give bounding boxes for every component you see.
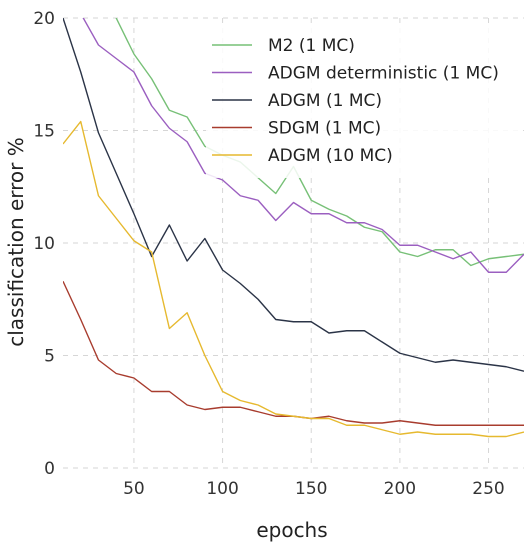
- x-tick-label-3: 200: [384, 479, 416, 499]
- x-axis-label: epochs: [256, 518, 327, 542]
- x-tick-labels: 50 100 150 200 250: [123, 479, 505, 499]
- legend-label-4: ADGM (10 MC): [268, 146, 393, 166]
- y-tick-label-4: 20: [33, 9, 55, 29]
- y-tick-label-3: 15: [33, 122, 55, 142]
- x-tick-label-2: 150: [295, 479, 327, 499]
- series-line-2: [63, 18, 524, 372]
- x-tick-label-1: 100: [206, 479, 238, 499]
- legend-label-0: M2 (1 MC): [268, 36, 355, 56]
- x-tick-label-0: 50: [123, 479, 145, 499]
- y-tick-label-1: 5: [44, 347, 55, 367]
- y-tick-labels: 0 5 10 15 20: [33, 9, 55, 479]
- y-axis-label: classification error %: [4, 137, 28, 347]
- legend-label-3: SDGM (1 MC): [268, 119, 381, 139]
- legend: M2 (1 MC) ADGM deterministic (1 MC) ADGM (…: [206, 28, 518, 178]
- y-tick-label-0: 0: [44, 459, 55, 479]
- series-line-1: [82, 18, 524, 273]
- series-line-4: [63, 120, 524, 438]
- legend-label-2: ADGM (1 MC): [268, 91, 382, 111]
- series-line-3: [63, 280, 524, 426]
- legend-background: [206, 28, 518, 178]
- x-tick-label-4: 250: [472, 479, 504, 499]
- y-tick-label-2: 10: [33, 234, 55, 254]
- legend-label-1: ADGM deterministic (1 MC): [268, 64, 499, 84]
